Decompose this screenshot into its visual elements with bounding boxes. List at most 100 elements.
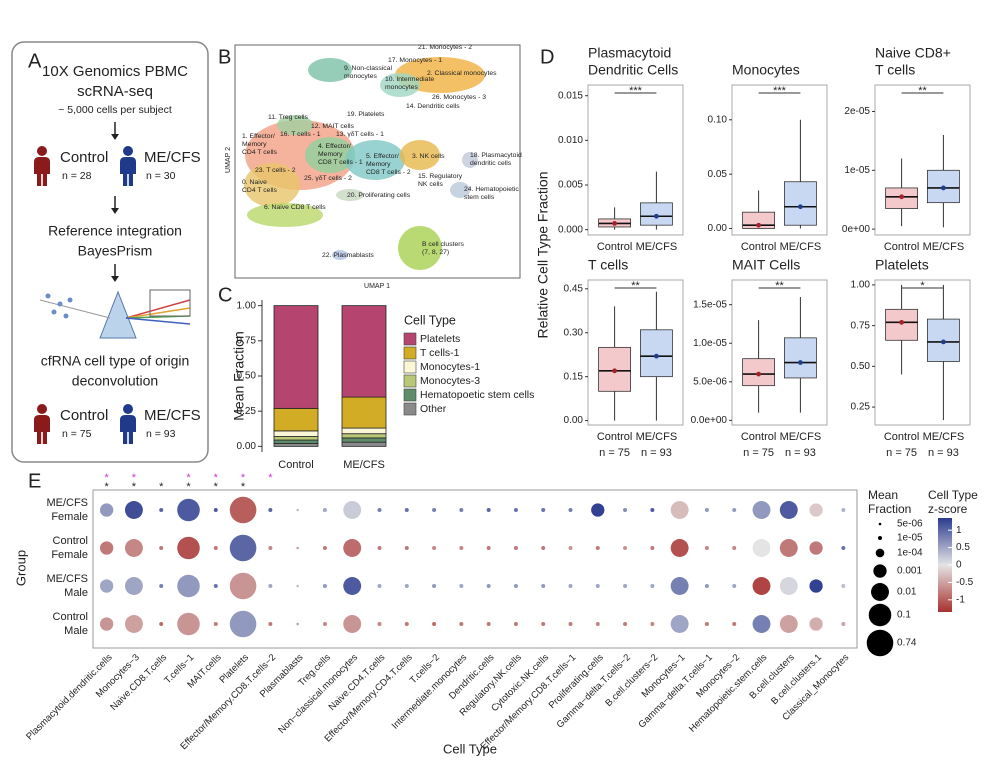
dot bbox=[541, 622, 546, 626]
cluster-label: 22. Plasmablasts bbox=[322, 252, 374, 259]
group-label: Control bbox=[60, 149, 108, 166]
cluster-label: 2. Classical monocytes bbox=[427, 70, 497, 77]
group-n: n = 28 bbox=[62, 170, 92, 182]
dot bbox=[704, 508, 709, 512]
ray bbox=[125, 299, 191, 319]
count-label: n = 75 bbox=[743, 447, 774, 459]
dot bbox=[809, 617, 823, 631]
group-label: Control bbox=[60, 407, 108, 424]
umap-cluster bbox=[400, 140, 440, 170]
significance: * bbox=[159, 481, 164, 493]
bar-segment bbox=[341, 396, 387, 429]
dot bbox=[159, 584, 164, 588]
cluster-label: Memory bbox=[366, 161, 391, 168]
count-label: n = 75 bbox=[886, 447, 917, 459]
dot bbox=[404, 546, 409, 550]
dot bbox=[404, 584, 409, 588]
dot bbox=[124, 577, 143, 595]
dot bbox=[296, 622, 299, 626]
dot bbox=[486, 622, 491, 626]
dot bbox=[100, 579, 114, 593]
umap-cluster bbox=[308, 58, 352, 82]
dot bbox=[268, 584, 273, 588]
dot bbox=[809, 541, 823, 555]
dot bbox=[513, 622, 518, 626]
cluster-label: CD8 T cells - 1 bbox=[318, 159, 363, 166]
significance: ** bbox=[918, 85, 927, 97]
header: scRNA-seq bbox=[77, 83, 153, 100]
cluster-label: monocytes bbox=[344, 73, 377, 80]
chart-title: Dendritic Cells bbox=[588, 62, 678, 78]
dot bbox=[377, 622, 382, 626]
dot bbox=[124, 615, 143, 633]
chart-title: Monocytes bbox=[732, 62, 800, 78]
icon-doc bbox=[149, 289, 191, 317]
person-icon bbox=[120, 157, 136, 186]
legend-dot bbox=[878, 536, 882, 540]
icon-dot bbox=[63, 313, 69, 319]
chart-title: MAIT Cells bbox=[732, 257, 800, 273]
significance: * bbox=[132, 481, 137, 493]
dot bbox=[752, 539, 771, 557]
icon-dot bbox=[67, 297, 73, 303]
x-tick-label: ME/CFS bbox=[923, 431, 965, 443]
cluster-label: 4. Effector/ bbox=[318, 143, 351, 150]
cluster-label: 16. T cells - 1 bbox=[280, 131, 321, 138]
dot bbox=[213, 622, 218, 626]
dot bbox=[100, 617, 114, 631]
dot bbox=[213, 584, 218, 588]
legend-label: Monocytes-3 bbox=[420, 375, 480, 387]
y-tick-label: 2e-05 bbox=[844, 106, 870, 117]
significance: * bbox=[214, 481, 219, 493]
legend-label: 5e-06 bbox=[897, 519, 923, 530]
bar-segment bbox=[273, 439, 319, 444]
dot bbox=[177, 612, 200, 636]
legend-title: Cell Type bbox=[404, 313, 456, 327]
dot bbox=[229, 496, 257, 524]
y-tick-label: 1.0e-05 bbox=[693, 338, 727, 349]
panel-box bbox=[11, 41, 209, 463]
y-tick-label: 0.75 bbox=[851, 320, 871, 331]
dot bbox=[486, 584, 491, 588]
umap-cluster bbox=[247, 203, 323, 227]
legend-label: T cells-1 bbox=[420, 347, 460, 359]
dot bbox=[568, 508, 573, 512]
x-tick-label: ME/CFS bbox=[780, 241, 822, 253]
cluster-label: 23. T cells - 2 bbox=[255, 167, 296, 174]
cluster-label: monocytes bbox=[385, 84, 418, 91]
dot bbox=[732, 546, 737, 550]
box-marker bbox=[654, 353, 659, 359]
box bbox=[640, 329, 673, 378]
y-tick-label: 0.15 bbox=[564, 371, 584, 382]
dot bbox=[752, 577, 771, 595]
dot bbox=[459, 584, 464, 588]
legend-swatch bbox=[403, 388, 417, 402]
cluster-label: 10. Intermediate bbox=[385, 76, 434, 83]
dot bbox=[541, 508, 546, 512]
dot bbox=[650, 508, 655, 512]
dot bbox=[124, 501, 143, 519]
dot bbox=[779, 615, 798, 633]
count-label: n = 93 bbox=[641, 447, 672, 459]
dot bbox=[809, 579, 823, 593]
person-icon bbox=[120, 415, 136, 444]
box-marker bbox=[612, 368, 617, 374]
dot bbox=[650, 622, 655, 626]
cluster-label: 17. Monocytes - 1 bbox=[388, 57, 442, 64]
significance: * bbox=[920, 280, 925, 292]
dot bbox=[704, 622, 709, 626]
y-tick-label: 1.00 bbox=[851, 280, 871, 291]
icon-dot bbox=[51, 309, 57, 315]
legend-label: 0.01 bbox=[897, 587, 917, 598]
y-tick-label: 0.00 bbox=[237, 441, 257, 452]
axis-title: Group bbox=[13, 550, 28, 586]
y-tick-label: 1.5e-05 bbox=[693, 299, 727, 310]
ray bbox=[125, 307, 191, 319]
cluster-label: 26. Monocytes - 3 bbox=[432, 94, 486, 101]
significance: * bbox=[214, 472, 219, 484]
dot bbox=[432, 622, 437, 626]
cluster-label: 15. Regulatory bbox=[418, 173, 463, 180]
dot bbox=[595, 622, 600, 626]
dot bbox=[229, 534, 257, 562]
